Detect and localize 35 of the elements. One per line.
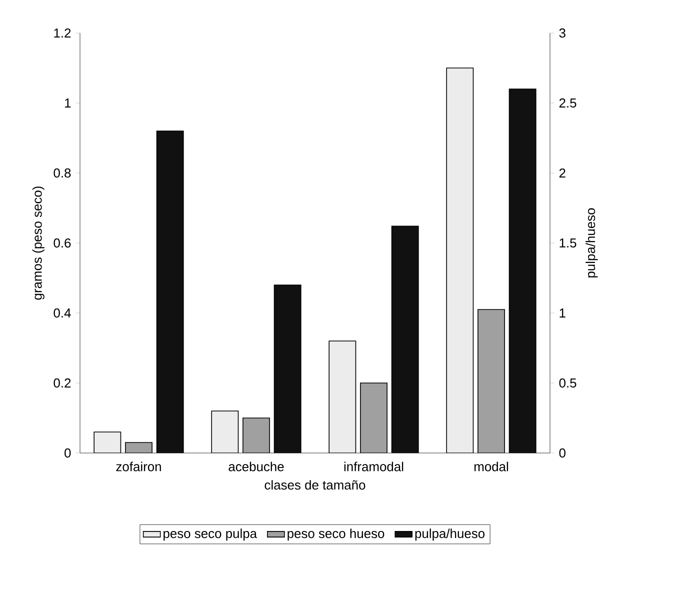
y2-tick-label: 0.5 [559, 378, 576, 388]
bar [508, 88, 536, 453]
legend-label: pulpa/hueso [415, 528, 485, 541]
y2-axis-title: pulpa/hueso [586, 208, 598, 278]
bar [446, 68, 474, 453]
y-tick-label: 0.8 [54, 168, 71, 178]
bar [94, 432, 122, 453]
bar [242, 418, 270, 453]
bar [156, 130, 184, 453]
x-tick-label: inframodal [344, 462, 404, 472]
x-tick-label: zofairon [116, 462, 161, 472]
bar [391, 226, 419, 453]
x-tick-label: modal [474, 462, 508, 472]
y2-tick-label: 0 [559, 448, 566, 458]
bar [360, 382, 388, 453]
bar [478, 309, 505, 453]
y-tick-label: 0.2 [54, 378, 71, 388]
x-axis-title: clases de tamaño [264, 480, 366, 490]
y2-tick-label: 1 [560, 308, 566, 318]
y-tick-label: 0.4 [54, 308, 71, 318]
y2-tick-label: 2 [559, 168, 566, 178]
y2-tick-label: 3 [559, 28, 566, 38]
legend-label: peso seco hueso [288, 528, 384, 541]
y-tick-label: 1.2 [54, 28, 71, 38]
legend-label: peso seco pulpa [164, 528, 258, 541]
y-axis-title: gramos (peso seco) [32, 186, 44, 300]
y2-tick-label: 1.5 [560, 238, 576, 248]
bar [328, 340, 356, 453]
bar [274, 284, 302, 453]
x-tick-label: acebuche [228, 462, 284, 472]
y-tick-label: 1 [65, 98, 71, 108]
y2-tick-label: 2.5 [559, 98, 576, 108]
y-tick-label: 0 [64, 448, 71, 458]
y-tick-label: 0.6 [54, 238, 71, 248]
bar [211, 410, 239, 453]
